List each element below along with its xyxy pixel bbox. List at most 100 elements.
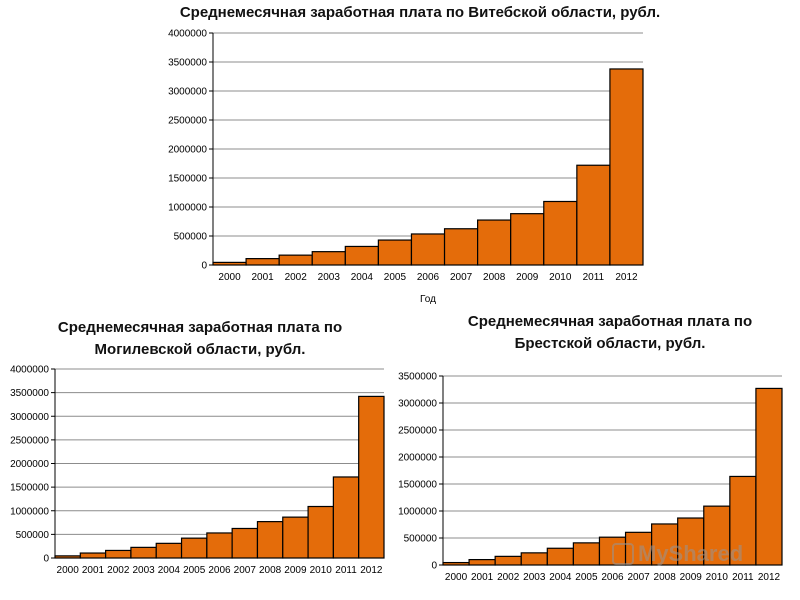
y-tick-label: 2000000 — [398, 453, 437, 464]
y-tick-label: 3000000 — [168, 87, 207, 98]
bar-2009 — [510, 213, 545, 266]
watermark-text: MyShared — [638, 541, 744, 566]
bar-2007 — [231, 527, 259, 559]
y-tick-label: 3500000 — [10, 388, 49, 399]
bar-2001 — [468, 558, 496, 566]
bar-2007 — [624, 531, 653, 566]
x-tick-label: 2002 — [107, 565, 130, 576]
x-tick-label: 2002 — [285, 272, 308, 283]
x-tick-label: 2003 — [523, 572, 546, 583]
presentation-icon — [612, 543, 634, 565]
bar-2000 — [54, 555, 81, 559]
y-tick-label: 3500000 — [398, 372, 437, 383]
chart-title-line: Брестской области, рубл. — [514, 335, 706, 352]
bar-2008 — [256, 521, 284, 559]
x-tick-label: 2010 — [706, 572, 729, 583]
y-tick-label: 1500000 — [10, 483, 49, 494]
bar-2003 — [311, 251, 346, 266]
x-tick-label: 2001 — [82, 565, 105, 576]
y-tick-label: 2500000 — [168, 116, 207, 127]
x-tick-label: 2012 — [758, 572, 781, 583]
bar-2000 — [212, 261, 247, 266]
y-tick-label: 1500000 — [168, 174, 207, 185]
bar-2012 — [609, 68, 644, 266]
chart-title-vitebsk: Среднемесячная заработная плата по Витеб… — [120, 2, 720, 24]
x-tick-label: 2001 — [471, 572, 494, 583]
x-tick-label: 2011 — [732, 572, 754, 583]
x-tick-label: 2004 — [351, 272, 374, 283]
x-tick-label: 2010 — [549, 272, 572, 283]
x-tick-label: 2004 — [549, 572, 572, 583]
bar-2002 — [105, 549, 132, 559]
x-tick-label: 2007 — [627, 572, 650, 583]
x-tick-label: 2007 — [450, 272, 473, 283]
y-tick-label: 2500000 — [398, 426, 437, 437]
x-tick-label: 2006 — [417, 272, 440, 283]
x-tick-label: 2003 — [132, 565, 155, 576]
x-tick-label: 2011 — [335, 565, 357, 576]
y-tick-label: 2000000 — [168, 145, 207, 156]
x-tick-label: 2005 — [183, 565, 206, 576]
chart-title-line: Могилевской области, рубл. — [94, 341, 306, 358]
bar-2010 — [543, 200, 578, 266]
y-tick-label: 500000 — [16, 530, 50, 541]
bar-2009 — [677, 517, 705, 566]
x-tick-label: 2012 — [615, 272, 638, 283]
y-tick-label: 2000000 — [10, 459, 49, 470]
bar-2005 — [180, 537, 208, 559]
x-tick-label: 2000 — [218, 272, 241, 283]
x-tick-label: 2001 — [251, 272, 274, 283]
x-tick-label: 2008 — [259, 565, 282, 576]
x-tick-label: 2000 — [57, 565, 80, 576]
x-tick-label: 2002 — [497, 572, 520, 583]
x-tick-label: 2009 — [284, 565, 307, 576]
y-tick-label: 0 — [201, 261, 207, 272]
bar-2002 — [494, 555, 522, 566]
bar-2011 — [332, 476, 360, 559]
bar-2003 — [130, 546, 157, 559]
x-tick-label: 2008 — [483, 272, 506, 283]
y-tick-label: 3000000 — [10, 412, 49, 423]
bar-2002 — [278, 254, 313, 266]
y-tick-label: 500000 — [404, 534, 438, 545]
bar-2007 — [443, 228, 479, 266]
bar-2011 — [576, 164, 611, 266]
x-tick-label: 2012 — [360, 565, 383, 576]
bar-2004 — [546, 547, 574, 566]
bar-2006 — [206, 532, 233, 559]
x-tick-label: 2000 — [445, 572, 468, 583]
x-axis-label: Год — [420, 294, 436, 305]
y-tick-label: 3500000 — [168, 58, 207, 69]
bar-2008 — [477, 219, 512, 266]
x-tick-label: 2009 — [680, 572, 703, 583]
chart-title-mogilev: Среднемесячная заработная плата по Могил… — [20, 317, 380, 361]
bar-2012 — [358, 395, 385, 559]
chart-2: 0 500000 1000000 1500000 2000000 2500000 30000… — [398, 372, 783, 583]
watermark: MyShared — [612, 540, 772, 568]
bar-2001 — [79, 552, 107, 559]
bar-2010 — [307, 505, 334, 559]
bar-2009 — [282, 516, 309, 559]
x-tick-label: 2005 — [384, 272, 407, 283]
bar-2004 — [155, 542, 183, 559]
bar-2004 — [344, 245, 379, 266]
y-tick-label: 1000000 — [10, 506, 49, 517]
bar-2012 — [755, 387, 783, 566]
x-tick-label: 2003 — [318, 272, 341, 283]
bar-2005 — [572, 542, 601, 566]
y-tick-label: 2500000 — [10, 435, 49, 446]
bar-2000 — [442, 561, 470, 566]
y-tick-label: 0 — [43, 554, 49, 565]
y-tick-label: 1000000 — [168, 203, 207, 214]
y-tick-label: 500000 — [174, 232, 208, 243]
x-tick-label: 2008 — [654, 572, 677, 583]
bar-2001 — [245, 258, 280, 266]
chart-title-brest: Среднемесячная заработная плата по Брест… — [420, 311, 800, 355]
x-tick-label: 2005 — [575, 572, 598, 583]
y-tick-label: 1000000 — [398, 507, 437, 518]
chart-1: 0 500000 1000000 1500000 2000000 2500000 30000… — [10, 365, 385, 576]
bar-2010 — [703, 505, 731, 566]
x-tick-label: 2004 — [158, 565, 181, 576]
x-tick-label: 2011 — [583, 272, 605, 283]
x-tick-label: 2010 — [310, 565, 333, 576]
